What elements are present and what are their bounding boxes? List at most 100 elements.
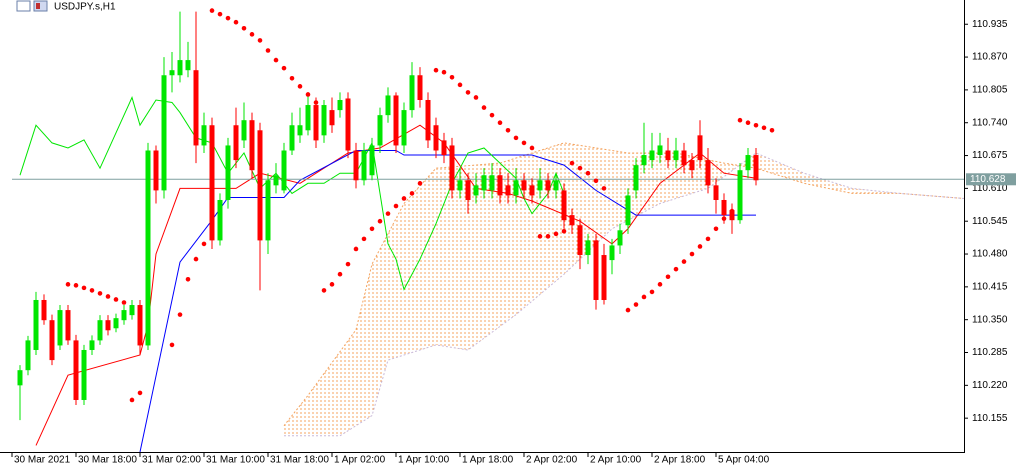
x-tick-label: 31 Mar 02:00: [142, 455, 201, 466]
y-tick-label: 110.740: [972, 117, 1008, 128]
candle-body: [537, 180, 543, 191]
candle-body: [81, 349, 87, 400]
y-tick-label: 110.935: [972, 19, 1008, 30]
y-tick-label: 110.545: [972, 216, 1008, 227]
candle-body: [673, 150, 679, 161]
candle-body: [585, 240, 591, 256]
sar-dot: [361, 236, 367, 242]
sar-dot: [657, 282, 663, 287]
candle-body: [369, 145, 375, 176]
candle-body: [481, 175, 487, 191]
sar-dot: [729, 208, 735, 214]
sar-dot: [473, 95, 479, 100]
sar-dot: [553, 231, 559, 237]
symbol-icon: [16, 0, 48, 12]
candle-body: [553, 180, 559, 191]
x-tick-label: 1 Apr 02:00: [334, 455, 386, 466]
sar-dot: [649, 289, 655, 295]
sar-dot: [721, 216, 727, 221]
candle-body: [545, 180, 551, 191]
candle-body: [217, 199, 223, 241]
candle-body: [41, 299, 47, 321]
sar-dot: [265, 48, 271, 53]
sar-dot: [113, 297, 119, 302]
candle-body: [409, 75, 415, 111]
candle-body: [385, 95, 391, 116]
sar-dot: [297, 84, 303, 89]
sar-dot: [585, 170, 591, 176]
sar-dot: [633, 302, 639, 307]
indicator-line: [35, 124, 757, 446]
y-tick-label: 110.285: [972, 347, 1008, 358]
candle-body: [449, 145, 455, 191]
sar-dot: [569, 160, 575, 166]
sar-dot: [417, 181, 423, 186]
candle-body: [609, 245, 615, 261]
sar-dot: [233, 19, 239, 25]
y-tick-label: 110.480: [972, 249, 1008, 260]
candle-body: [705, 160, 711, 186]
sar-dot: [89, 288, 95, 293]
sar-dot: [169, 342, 175, 348]
x-tick-label: 5 Apr 04:00: [718, 455, 770, 466]
candle-body: [649, 150, 655, 161]
sar-dot: [353, 246, 359, 252]
sar-dot: [529, 145, 535, 151]
x-tick-label: 1 Apr 10:00: [398, 455, 450, 466]
candle-body: [25, 340, 31, 371]
sar-dot: [401, 196, 407, 201]
candle-body: [257, 130, 263, 241]
sar-dot: [513, 135, 519, 141]
candle-body: [281, 150, 287, 191]
x-tick-label: 30 Mar 18:00: [78, 455, 137, 466]
sar-dot: [249, 32, 255, 37]
candle-body: [201, 125, 207, 146]
sar-dot: [753, 122, 759, 128]
y-tick-label: 110.415: [972, 281, 1008, 292]
indicator-line: [19, 96, 565, 291]
candle-body: [433, 125, 439, 151]
candle-body: [169, 70, 175, 76]
sar-dot: [337, 271, 343, 277]
candle-body: [617, 230, 623, 246]
sar-dot: [697, 244, 703, 249]
y-tick-label: 110.610: [972, 183, 1008, 194]
candle-body: [273, 175, 279, 186]
sar-dot: [433, 67, 439, 73]
candle-body: [17, 370, 23, 386]
sar-dot: [441, 69, 447, 75]
candle-body: [401, 110, 407, 146]
candle-body: [473, 185, 479, 196]
sar-dot: [393, 203, 399, 209]
sar-dot: [537, 234, 543, 239]
sar-dot: [521, 140, 527, 146]
candle-body: [377, 115, 383, 146]
candle-body: [73, 340, 79, 400]
sar-dot: [489, 112, 495, 118]
candle-body: [689, 160, 695, 171]
sar-dot: [769, 127, 775, 133]
span-a-line: [283, 142, 965, 427]
sar-dot: [713, 226, 719, 232]
sar-dot: [625, 307, 631, 313]
candle-body: [105, 320, 111, 331]
candle-body: [129, 305, 135, 316]
sar-dot: [81, 285, 87, 291]
candle-body: [145, 150, 151, 346]
sar-dot: [497, 120, 503, 126]
y-tick-label: 110.675: [972, 150, 1008, 161]
sar-dot: [185, 276, 191, 282]
sar-dot: [377, 218, 383, 224]
candle-body: [241, 120, 247, 141]
sar-dot: [257, 38, 263, 43]
sar-dot: [225, 15, 231, 21]
sar-dot: [177, 312, 183, 317]
candle-body: [209, 125, 215, 241]
last-price-box: [966, 173, 1016, 186]
sar-dot: [673, 266, 679, 272]
candle-body: [425, 99, 431, 141]
candle-body: [313, 105, 319, 141]
sar-dot: [289, 75, 295, 81]
candle-body: [505, 185, 511, 196]
sar-dot: [217, 11, 223, 17]
